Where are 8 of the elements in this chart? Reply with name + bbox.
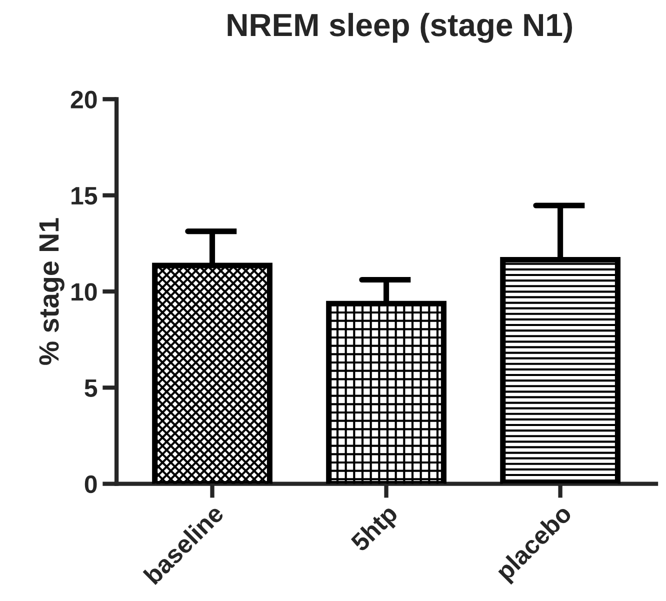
y-tick-label: 20 bbox=[70, 90, 97, 108]
y-axis-title: % stage N1 bbox=[39, 218, 64, 365]
x-tick-label: 5htp bbox=[350, 503, 402, 556]
y-tick-label: 5 bbox=[84, 380, 98, 397]
y-tick-label: 10 bbox=[72, 283, 97, 301]
y-tick-label: 0 bbox=[84, 475, 97, 494]
y-tick-label: 15 bbox=[72, 187, 98, 205]
chart-title: NREM sleep (stage N1) bbox=[228, 12, 572, 43]
